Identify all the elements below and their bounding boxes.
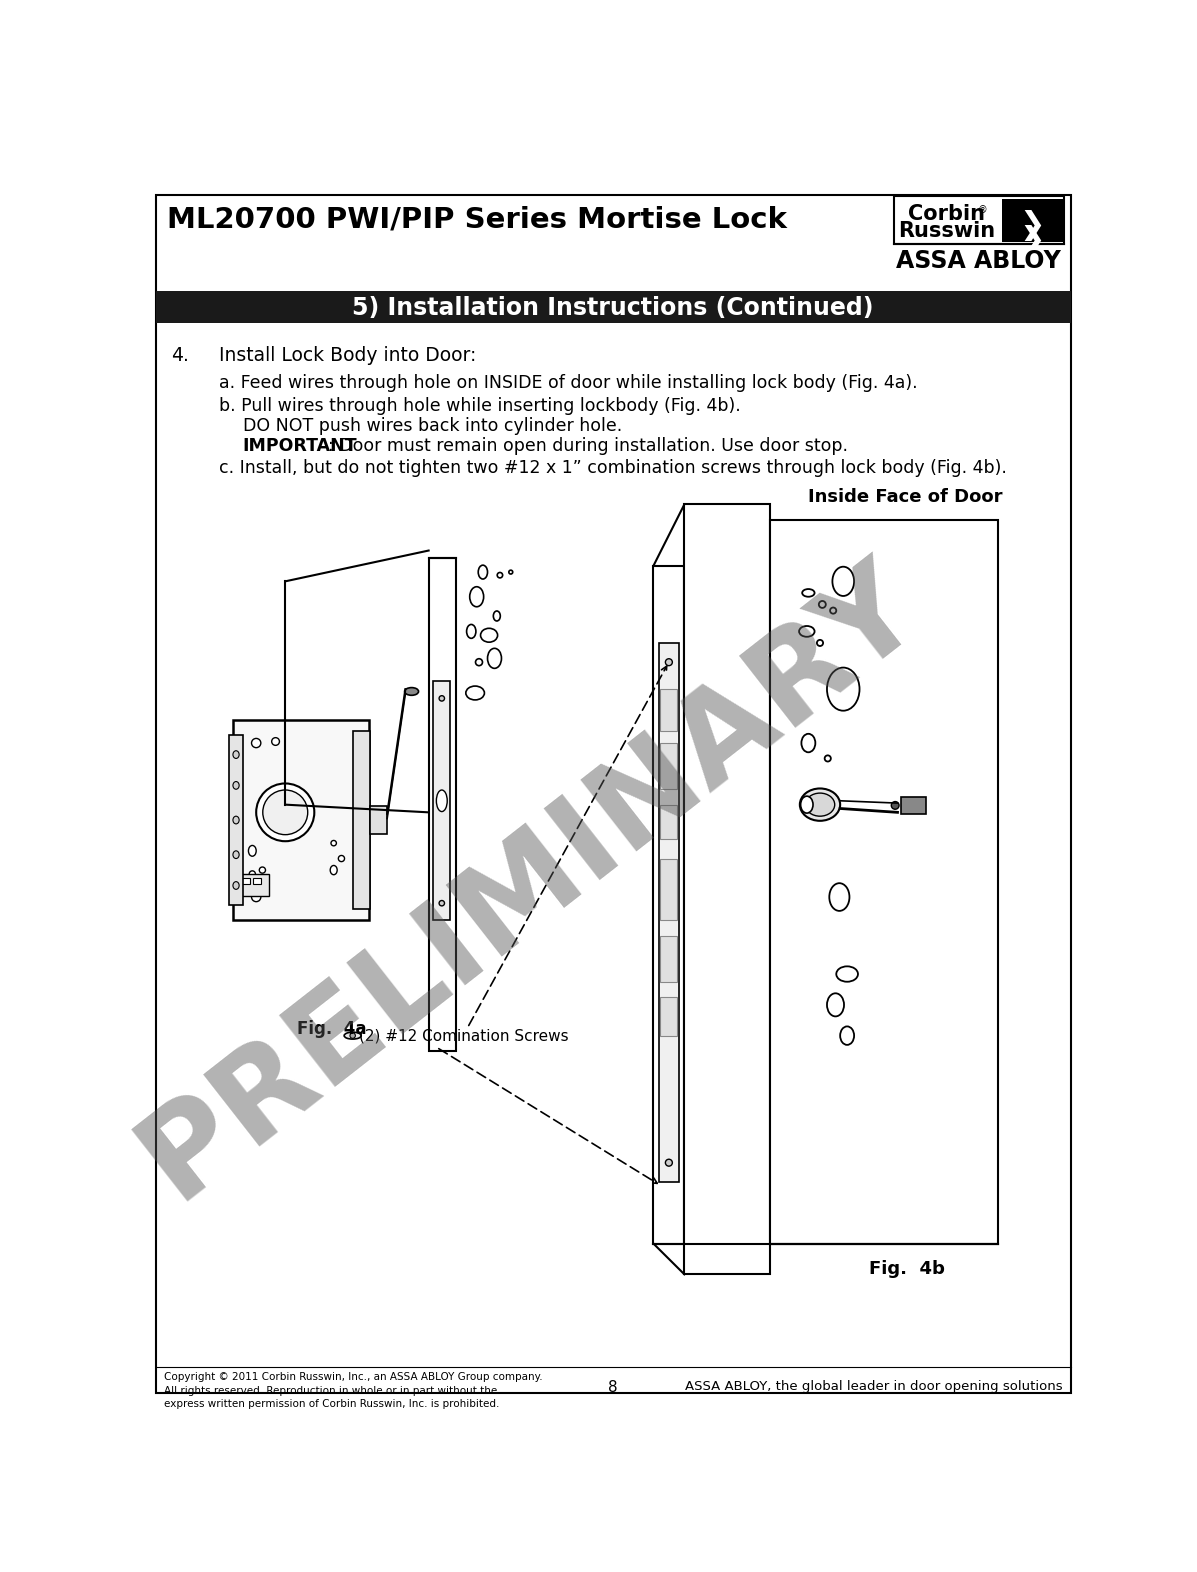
Bar	[661, 997, 678, 1036]
Ellipse shape	[802, 734, 815, 753]
Bar	[894, 196, 1064, 244]
Bar	[661, 805, 678, 839]
Ellipse shape	[233, 882, 239, 890]
Polygon shape	[1002, 198, 1063, 242]
Ellipse shape	[800, 626, 815, 637]
Ellipse shape	[480, 629, 498, 643]
Ellipse shape	[439, 696, 444, 701]
Text: : Door must remain open during installation. Use door stop.: : Door must remain open during installat…	[328, 437, 847, 456]
Ellipse shape	[666, 659, 673, 665]
Bar	[685, 505, 770, 1275]
Ellipse shape	[816, 640, 824, 646]
Ellipse shape	[251, 739, 261, 748]
Text: IMPORTANT: IMPORTANT	[243, 437, 357, 456]
Bar	[661, 744, 678, 789]
Bar	[661, 689, 678, 731]
Ellipse shape	[840, 1027, 855, 1045]
Ellipse shape	[233, 850, 239, 858]
Text: c. Install, but do not tighten two #12 x 1” combination screws through lock body: c. Install, but do not tighten two #12 x…	[219, 459, 1007, 476]
Bar	[370, 806, 387, 833]
Ellipse shape	[802, 590, 815, 597]
Ellipse shape	[830, 883, 850, 910]
Ellipse shape	[830, 607, 837, 613]
Bar	[654, 566, 685, 1243]
Bar	[901, 797, 926, 814]
Text: a. Feed wires through hole on INSIDE of door while installing lock body (Fig. 4a: a. Feed wires through hole on INSIDE of …	[219, 374, 918, 391]
Text: Fig.  4b: Fig. 4b	[869, 1261, 946, 1278]
Bar	[242, 877, 250, 883]
Bar	[239, 874, 268, 896]
Text: Corbin: Corbin	[907, 204, 985, 225]
Ellipse shape	[466, 685, 485, 700]
Ellipse shape	[487, 648, 502, 668]
Ellipse shape	[832, 567, 855, 596]
Text: b. Pull wires through hole while inserting lockbody (Fig. 4b).: b. Pull wires through hole while inserti…	[219, 398, 741, 415]
Ellipse shape	[339, 855, 345, 861]
Ellipse shape	[405, 687, 419, 695]
Text: Copyright © 2011 Corbin Russwin, Inc., an ASSA ABLOY Group company.
All rights r: Copyright © 2011 Corbin Russwin, Inc., a…	[164, 1372, 542, 1410]
Ellipse shape	[249, 846, 256, 857]
Bar	[658, 643, 679, 1182]
Text: ®: ®	[977, 204, 988, 215]
Ellipse shape	[475, 659, 482, 665]
Ellipse shape	[493, 612, 500, 621]
Text: Inside Face of Door: Inside Face of Door	[808, 487, 1003, 506]
Ellipse shape	[233, 751, 239, 758]
Text: Fig.  4a: Fig. 4a	[297, 1020, 366, 1038]
Text: DO NOT push wires back into cylinder hole.: DO NOT push wires back into cylinder hol…	[243, 417, 622, 435]
Ellipse shape	[332, 841, 336, 846]
Text: ❯: ❯	[1020, 225, 1045, 256]
Bar	[661, 858, 678, 920]
Text: Russwin: Russwin	[898, 222, 995, 241]
Text: ASSA ABLOY: ASSA ABLOY	[897, 248, 1062, 272]
Bar	[233, 720, 369, 920]
Bar	[253, 877, 261, 883]
Text: Install Lock Body into Door:: Install Lock Body into Door:	[219, 346, 476, 365]
Ellipse shape	[233, 816, 239, 824]
Bar	[433, 681, 450, 920]
Ellipse shape	[439, 901, 444, 905]
Ellipse shape	[256, 783, 315, 841]
Ellipse shape	[806, 794, 834, 816]
Ellipse shape	[251, 893, 261, 902]
Text: 5) Installation Instructions (Continued): 5) Installation Instructions (Continued)	[352, 296, 874, 321]
Ellipse shape	[272, 737, 279, 745]
Ellipse shape	[837, 967, 858, 982]
Text: 4.: 4.	[171, 346, 189, 365]
Ellipse shape	[825, 756, 831, 761]
Text: ASSA ABLOY, the global leader in door opening solutions: ASSA ABLOY, the global leader in door op…	[685, 1380, 1063, 1393]
Ellipse shape	[467, 624, 476, 638]
Bar	[156, 291, 1071, 324]
Ellipse shape	[827, 668, 859, 711]
Ellipse shape	[330, 866, 338, 874]
Bar	[770, 520, 998, 1243]
Ellipse shape	[350, 1033, 356, 1039]
Ellipse shape	[827, 994, 844, 1017]
Ellipse shape	[260, 868, 266, 872]
Text: PRELIMINARY: PRELIMINARY	[117, 541, 942, 1221]
Ellipse shape	[801, 795, 813, 813]
Text: (2) #12 Comination Screws: (2) #12 Comination Screws	[359, 1028, 569, 1044]
Text: 8: 8	[608, 1380, 618, 1394]
Ellipse shape	[263, 791, 308, 835]
Ellipse shape	[800, 789, 840, 821]
Bar	[429, 558, 456, 1052]
Ellipse shape	[249, 871, 255, 877]
Ellipse shape	[892, 802, 899, 810]
Ellipse shape	[666, 1159, 673, 1166]
Ellipse shape	[437, 791, 448, 811]
Ellipse shape	[233, 781, 239, 789]
Ellipse shape	[819, 601, 826, 608]
Ellipse shape	[497, 572, 503, 578]
Bar	[353, 731, 370, 909]
Ellipse shape	[479, 566, 487, 578]
Ellipse shape	[469, 586, 484, 607]
Bar	[229, 736, 243, 905]
Text: ❯: ❯	[1020, 211, 1045, 241]
Ellipse shape	[509, 571, 512, 574]
Bar	[661, 935, 678, 982]
Text: ML20700 PWI/PIP Series Mortise Lock: ML20700 PWI/PIP Series Mortise Lock	[166, 206, 786, 234]
Ellipse shape	[345, 1033, 361, 1039]
